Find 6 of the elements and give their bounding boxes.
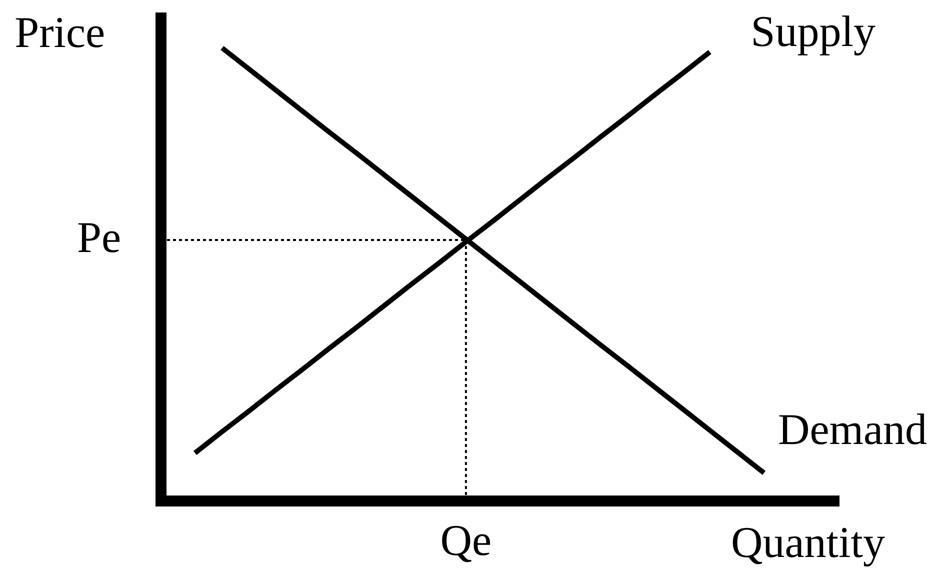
series-label: Supply [750,6,876,56]
text: Qe [440,516,492,565]
y-axis-title: Price [14,8,105,57]
x-axis-title: Quantity [731,518,885,567]
series-label: Demand [778,404,928,454]
ref-line-label: Pe [77,213,121,262]
